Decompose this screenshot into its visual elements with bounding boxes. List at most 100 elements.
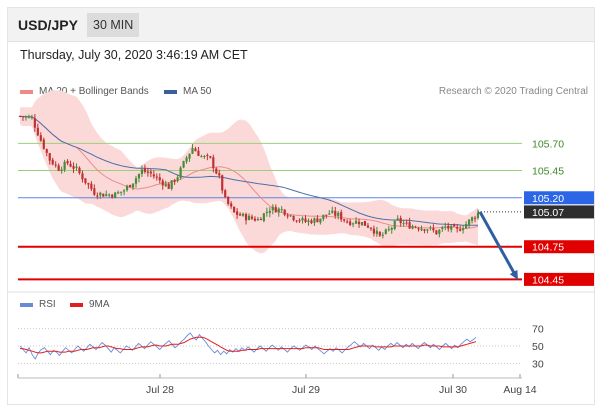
candle-body <box>435 230 438 235</box>
candle <box>351 222 355 228</box>
candle <box>453 223 456 227</box>
candle-body <box>21 116 25 118</box>
candle <box>247 213 251 221</box>
candle-body <box>447 225 450 229</box>
candle <box>143 164 147 174</box>
candle-body <box>102 193 105 197</box>
candle <box>203 154 206 159</box>
candle-body <box>396 218 399 220</box>
candle <box>27 114 31 119</box>
candle-body <box>277 208 280 213</box>
forecast-arrow-shaft <box>478 211 518 278</box>
candle-body <box>369 227 373 229</box>
candle-body <box>155 176 158 178</box>
candle <box>381 232 384 239</box>
candle-body <box>93 188 96 195</box>
candle <box>250 214 254 221</box>
candle <box>236 208 239 219</box>
candle-body <box>423 229 426 231</box>
candle <box>268 207 271 218</box>
candle-body <box>194 148 197 152</box>
candle <box>81 170 84 183</box>
candle <box>360 221 364 226</box>
candle <box>39 132 42 142</box>
candle <box>408 217 411 229</box>
candle <box>63 159 66 173</box>
timeframe-badge[interactable]: 30 MIN <box>87 13 140 37</box>
candle <box>244 212 248 225</box>
candle-body <box>146 171 149 173</box>
candle <box>140 165 144 177</box>
candle <box>170 180 173 191</box>
candle-body <box>343 219 346 221</box>
candle-body <box>414 226 417 228</box>
rsi-tick-70: 70 <box>532 324 544 336</box>
candle <box>102 193 105 197</box>
x-tick-label: Jul 29 <box>292 384 320 396</box>
candle <box>212 154 215 173</box>
candle <box>310 218 313 225</box>
candle <box>182 160 185 169</box>
candle <box>447 222 450 232</box>
candle-body <box>334 210 337 216</box>
candle-body <box>467 219 471 225</box>
ma20-swatch <box>20 89 33 94</box>
candle <box>444 222 447 231</box>
candle <box>307 218 310 226</box>
candle <box>426 229 429 234</box>
candle-body <box>310 220 313 224</box>
candle <box>18 115 22 118</box>
candle <box>36 123 39 137</box>
candle <box>441 226 444 232</box>
candle-body <box>215 168 218 174</box>
candle <box>414 225 417 229</box>
candle <box>378 231 381 238</box>
candle <box>292 215 295 222</box>
candle-body <box>337 212 340 216</box>
candle-body <box>236 211 239 215</box>
candle <box>125 184 129 192</box>
candle <box>337 211 340 220</box>
candle <box>316 215 319 223</box>
candle-body <box>176 177 179 181</box>
candle-body <box>72 166 75 169</box>
candle <box>152 170 155 179</box>
candle-body <box>39 135 42 141</box>
candle-body <box>42 139 45 149</box>
candle-body <box>289 215 292 217</box>
candle-body <box>426 229 429 231</box>
candle <box>238 212 242 216</box>
candle-body <box>402 223 405 225</box>
candle-body <box>81 173 84 180</box>
candle <box>396 215 399 221</box>
rsi-tick-30: 30 <box>532 358 544 370</box>
candle <box>259 216 262 221</box>
candle-body <box>221 175 224 191</box>
candle-body <box>292 216 295 221</box>
candle <box>328 210 331 215</box>
candle <box>42 137 45 150</box>
candle-body <box>473 217 477 219</box>
candle-body <box>48 153 51 161</box>
candle <box>265 207 268 217</box>
candle <box>197 147 200 157</box>
candle-body <box>167 183 170 189</box>
candle-body <box>128 184 132 188</box>
legend-ma20-label: MA 20 + Bollinger Bands <box>39 86 149 97</box>
candle <box>423 228 426 234</box>
candle-body <box>259 218 262 221</box>
candle-body <box>230 203 233 207</box>
candle <box>375 226 378 237</box>
candle-body <box>271 206 274 211</box>
candle <box>137 173 141 183</box>
ma50-swatch <box>164 89 177 94</box>
candle-body <box>444 226 447 228</box>
candle <box>346 219 349 224</box>
candle <box>286 213 289 219</box>
candle-body <box>54 164 57 166</box>
candle <box>456 224 459 233</box>
candle-body <box>322 214 325 219</box>
candle <box>405 219 408 226</box>
candle <box>191 144 194 155</box>
